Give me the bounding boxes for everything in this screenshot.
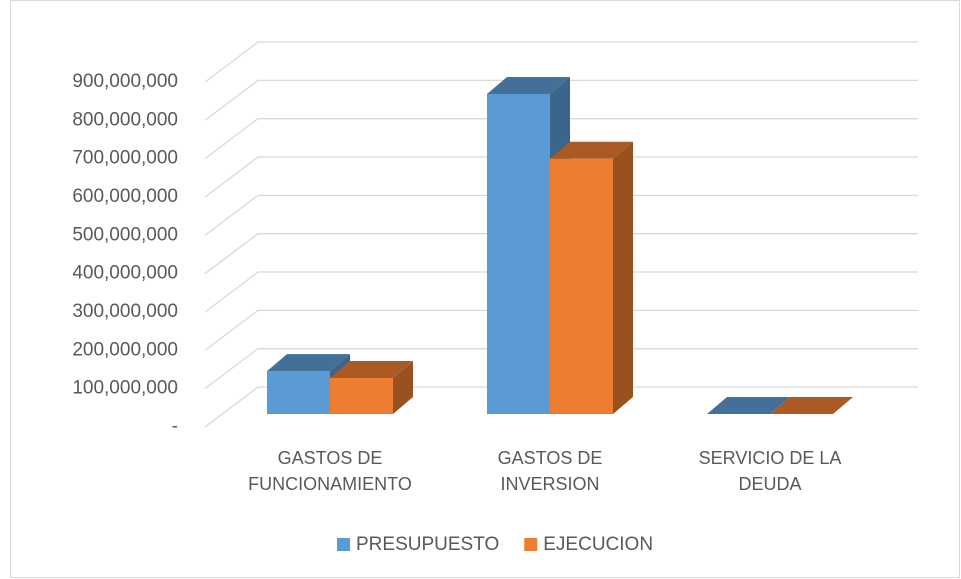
y-tick-label: 600,000,000 — [72, 186, 178, 207]
bar — [707, 397, 790, 414]
bar-top — [770, 397, 853, 414]
legend-swatch — [337, 538, 350, 551]
y-tick-label: 100,000,000 — [72, 378, 178, 399]
bar-side — [613, 141, 633, 414]
y-tick-label: 700,000,000 — [72, 148, 178, 169]
bar — [550, 141, 633, 414]
bar — [330, 360, 413, 414]
bar-front — [487, 93, 550, 414]
bar-top — [330, 360, 413, 378]
grid-line — [204, 118, 918, 160]
y-tick-label: 500,000,000 — [72, 224, 178, 245]
bar-side — [393, 360, 413, 414]
grid-line — [204, 79, 918, 121]
bar-top — [267, 354, 350, 372]
grid-line — [204, 156, 918, 198]
y-tick-label: 400,000,000 — [72, 263, 178, 284]
y-tick-label: 300,000,000 — [72, 301, 178, 322]
grid-line — [204, 233, 918, 275]
x-tick-label: GASTOS DE FUNCIONAMIENTO — [248, 448, 412, 494]
y-tick-label: - — [172, 416, 178, 437]
legend-label: EJECUCION — [543, 534, 653, 555]
bar-front — [267, 371, 330, 414]
bar-front — [550, 158, 613, 414]
grid-line — [204, 41, 918, 83]
y-tick-label: 200,000,000 — [72, 339, 178, 360]
bar-top — [707, 397, 790, 414]
bar-top — [550, 141, 633, 159]
x-tick-label: GASTOS DE INVERSION — [497, 448, 603, 494]
grid-line — [204, 386, 918, 428]
x-tick-label: SERVICIO DE LA DEUDA — [698, 448, 842, 494]
grid-line — [204, 194, 918, 236]
legend-swatch — [524, 538, 538, 551]
legend-label: PRESUPUESTO — [356, 534, 499, 555]
bar-front — [330, 377, 393, 414]
bar — [770, 397, 853, 414]
grid-line — [204, 271, 918, 313]
chart-frame — [10, 0, 960, 578]
grid-line — [204, 348, 918, 390]
y-tick-label: 800,000,000 — [72, 109, 178, 130]
grid-line — [204, 309, 918, 351]
bar-top — [487, 76, 570, 94]
y-tick-label: 900,000,000 — [72, 71, 178, 92]
